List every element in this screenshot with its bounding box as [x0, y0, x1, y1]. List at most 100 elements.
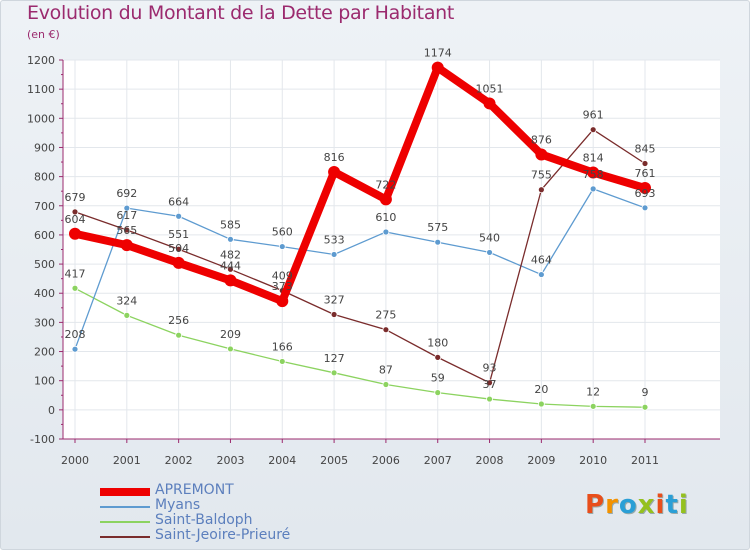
series-line-apremont: [71, 63, 649, 306]
y-tick-label: 400: [34, 287, 55, 300]
legend-swatch-myans: [100, 506, 150, 508]
data-label: 127: [324, 352, 345, 365]
x-tick-label: 2008: [476, 454, 504, 467]
legend-label-myans: Myans: [155, 497, 201, 513]
data-label: 533: [324, 233, 345, 246]
data-point: [382, 381, 390, 388]
x-tick-label: 2003: [216, 454, 244, 467]
y-tick-label: 100: [34, 375, 55, 388]
data-label: 540: [479, 231, 500, 244]
data-label: 1051: [476, 82, 504, 95]
data-label: 814: [583, 152, 604, 165]
x-tick-label: 2009: [527, 454, 555, 467]
proxiti-logo[interactable]: Proxiti: [585, 490, 689, 520]
data-point: [123, 204, 131, 212]
x-tick-label: 2006: [372, 454, 400, 467]
y-tick-label: 1100: [27, 83, 55, 96]
data-point: [431, 61, 444, 74]
y-tick-label: 700: [34, 200, 55, 213]
data-point: [175, 331, 183, 339]
data-point: [175, 212, 183, 220]
data-point: [120, 239, 133, 252]
legend-swatch-saint-baldoph: [100, 521, 150, 523]
logo-letter: P: [585, 490, 606, 520]
data-label: 9: [642, 386, 649, 399]
data-label: 560: [272, 226, 293, 239]
logo-letter: x: [637, 490, 656, 520]
logo-letter: r: [605, 490, 619, 520]
legend-swatch-apremont: [100, 488, 150, 496]
data-label: 585: [220, 218, 241, 231]
data-label: 617: [116, 209, 137, 222]
x-tick-label: 2000: [61, 454, 89, 467]
data-label: 464: [531, 254, 552, 267]
data-label: 93: [483, 362, 497, 375]
data-point: [278, 358, 286, 365]
data-label: 20: [534, 383, 548, 396]
data-point: [328, 165, 341, 178]
chart-subtitle: (en €): [27, 28, 60, 41]
data-label: 444: [220, 259, 241, 272]
logo-letter: i: [678, 490, 689, 520]
series-line-saint-baldoph: [74, 287, 646, 408]
data-label: 482: [220, 248, 241, 261]
data-point: [434, 238, 442, 246]
data-label: 961: [583, 109, 604, 122]
data-point: [330, 251, 338, 258]
data-point: [486, 379, 493, 387]
x-tick-label: 2001: [113, 454, 141, 467]
data-label: 324: [116, 294, 137, 307]
x-tick-label: 2002: [165, 454, 193, 467]
y-tick-label: 1200: [27, 54, 55, 67]
data-label: 87: [379, 363, 393, 376]
data-point: [382, 326, 390, 334]
data-point: [587, 166, 600, 179]
y-tick-label: 600: [34, 229, 55, 242]
data-point: [175, 245, 183, 253]
data-label: 758: [583, 168, 604, 181]
data-label: 504: [168, 242, 189, 255]
data-point: [379, 193, 392, 206]
data-point: [434, 389, 442, 397]
y-tick-label: 0: [48, 404, 55, 417]
data-point: [123, 311, 131, 319]
data-label: 373: [272, 280, 293, 293]
data-point: [69, 227, 81, 240]
data-label: 180: [427, 336, 448, 349]
y-tick-label: 800: [34, 171, 55, 184]
data-point: [537, 400, 545, 408]
series-line-saint-jeoire-prieur-: [74, 129, 646, 384]
data-point: [641, 204, 649, 212]
data-point: [71, 208, 79, 216]
data-point: [535, 148, 548, 161]
data-point: [589, 126, 597, 134]
data-label: 417: [65, 267, 86, 280]
x-tick-label: 2004: [268, 454, 296, 467]
data-point: [278, 243, 286, 250]
data-point: [382, 228, 390, 236]
data-label: 604: [65, 213, 86, 226]
data-label: 565: [116, 224, 137, 237]
x-tick-label: 2007: [424, 454, 452, 467]
data-label: 166: [272, 340, 293, 353]
data-point: [589, 402, 597, 410]
x-tick-label: 2011: [631, 454, 659, 467]
data-label: 256: [168, 314, 189, 327]
data-point: [486, 249, 493, 256]
data-label: 575: [427, 221, 448, 234]
data-point: [483, 97, 496, 110]
data-point: [537, 186, 545, 194]
data-point: [172, 256, 185, 269]
data-point: [589, 185, 597, 193]
data-label: 1174: [424, 47, 452, 60]
data-label: 693: [635, 187, 656, 200]
data-label: 876: [531, 133, 552, 146]
legend-label-saint-jeoire-prieure: Saint-Jeoire-Prieuré: [155, 527, 291, 543]
logo-letter: o: [618, 490, 638, 520]
data-point: [486, 395, 493, 403]
data-label: 551: [168, 228, 189, 241]
data-label: 208: [65, 328, 86, 341]
data-point: [71, 345, 79, 353]
data-point: [224, 274, 237, 287]
data-point: [227, 265, 234, 273]
